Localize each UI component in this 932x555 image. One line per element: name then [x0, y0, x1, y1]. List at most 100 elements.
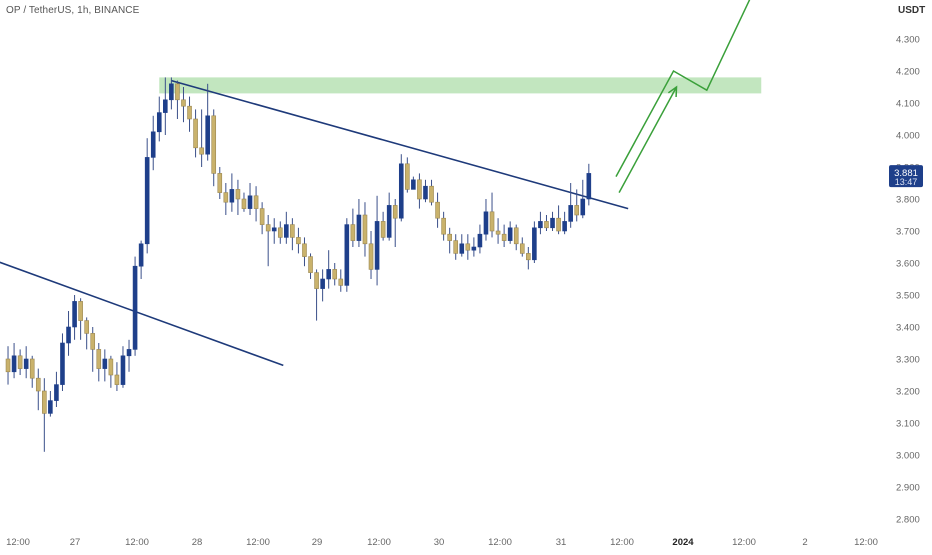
- candle-body: [423, 185, 428, 200]
- candle-body: [519, 243, 525, 254]
- candle-body: [477, 233, 483, 248]
- candle: [205, 83, 210, 161]
- x-tick-label: 2024: [672, 537, 694, 548]
- x-tick-label: 29: [312, 537, 323, 548]
- candle: [187, 96, 192, 132]
- candle-body: [308, 256, 313, 273]
- candle-body: [501, 233, 507, 241]
- candle-body: [483, 211, 489, 235]
- candle-body: [163, 99, 168, 113]
- arrow-shaft: [615, 0, 751, 177]
- candle-body: [459, 243, 465, 254]
- projection-arrow-1[interactable]: [615, 0, 761, 177]
- badge-background: [889, 165, 923, 188]
- candle: [405, 157, 410, 193]
- candle: [380, 211, 386, 241]
- candle: [519, 237, 525, 257]
- candle-body: [108, 358, 114, 376]
- projection-arrow-2[interactable]: [618, 85, 678, 193]
- y-tick-label: 3.200: [896, 387, 920, 398]
- candle: [108, 355, 114, 388]
- candle: [259, 202, 265, 235]
- candle-body: [338, 278, 344, 286]
- candle-body: [574, 205, 580, 216]
- candle: [459, 234, 465, 257]
- candle: [114, 362, 120, 391]
- y-tick-label: 3.400: [896, 323, 920, 334]
- candle: [144, 138, 150, 254]
- candle-body: [526, 253, 531, 261]
- y-tick-label: 4.000: [896, 131, 920, 142]
- candle: [296, 227, 301, 254]
- candle-body: [368, 243, 374, 270]
- candle: [526, 247, 531, 270]
- candle-body: [495, 230, 501, 235]
- x-tick-label: 12:00: [732, 537, 756, 548]
- resistance-zone[interactable]: [159, 77, 762, 94]
- candle-body: [290, 224, 295, 238]
- candle-body: [84, 320, 89, 334]
- candle-body: [72, 301, 77, 328]
- bar-countdown: 13:47: [895, 177, 918, 187]
- price-scale-unit[interactable]: USDT: [898, 5, 926, 16]
- candle: [78, 298, 83, 340]
- candle: [181, 87, 186, 123]
- last-price-value: 3.881: [894, 168, 918, 179]
- candle: [483, 199, 489, 241]
- candle: [48, 391, 53, 417]
- candle-body: [265, 224, 271, 232]
- candle: [229, 173, 235, 212]
- candle: [156, 96, 162, 142]
- candle-body: [247, 195, 253, 209]
- candle: [411, 176, 416, 190]
- candle: [290, 218, 295, 251]
- x-tick-label: 2: [802, 537, 807, 548]
- candle: [138, 240, 144, 279]
- candle-body: [66, 326, 71, 344]
- y-tick-label: 2.800: [896, 515, 920, 526]
- candle-body: [241, 198, 247, 209]
- y-tick-label: 4.200: [896, 67, 920, 78]
- candle: [550, 211, 555, 231]
- candle: [302, 237, 307, 267]
- candle: [580, 179, 586, 219]
- y-tick-label: 3.600: [896, 259, 920, 270]
- candle: [150, 115, 156, 171]
- candle: [5, 346, 11, 385]
- candle-body: [550, 217, 555, 229]
- candle-body: [447, 233, 452, 241]
- candle: [435, 192, 440, 228]
- candle-body: [320, 278, 325, 289]
- x-tick-label: 12:00: [125, 537, 149, 548]
- candle-body: [302, 243, 307, 257]
- candle-body: [398, 163, 404, 219]
- candle-body: [120, 355, 126, 385]
- candle: [465, 234, 471, 260]
- candle: [386, 192, 392, 241]
- candle: [477, 224, 483, 254]
- candle-body: [138, 243, 144, 267]
- candle-body: [169, 83, 174, 101]
- candle: [17, 349, 23, 375]
- candle-body: [48, 400, 53, 414]
- candle: [441, 211, 446, 241]
- lower-trendline[interactable]: [0, 260, 284, 367]
- candle-body: [253, 195, 259, 209]
- candle: [562, 211, 567, 235]
- candle-body: [114, 374, 120, 385]
- candle-body: [277, 227, 283, 238]
- x-tick-label: 12:00: [6, 537, 30, 548]
- candle-body: [102, 358, 108, 369]
- candle: [308, 253, 313, 279]
- candle: [247, 183, 253, 215]
- candle: [489, 192, 495, 238]
- descending-trendline[interactable]: [171, 79, 629, 210]
- candle: [223, 183, 229, 215]
- candle-body: [562, 221, 567, 232]
- candle-body: [193, 118, 198, 149]
- candle-body: [429, 185, 434, 203]
- candle: [538, 211, 543, 235]
- candle: [532, 221, 537, 263]
